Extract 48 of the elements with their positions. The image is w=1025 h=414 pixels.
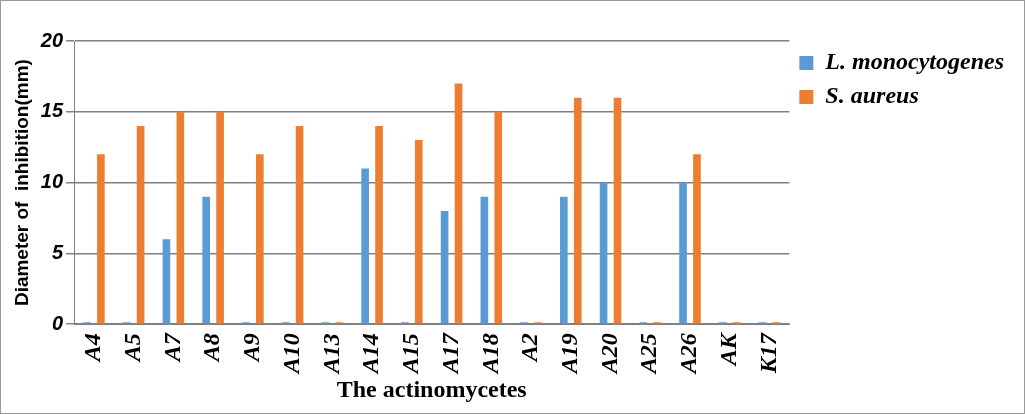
bar: [361, 168, 369, 324]
bar: [693, 154, 701, 324]
legend-label: L. monocytogenes: [824, 48, 1004, 75]
bar: [440, 210, 449, 324]
bar: [679, 182, 687, 324]
bar: [454, 83, 463, 324]
x-tick-label: A19: [555, 333, 582, 376]
bar: [216, 111, 224, 324]
x-tick-label: A7: [158, 332, 185, 364]
bar: [573, 97, 582, 324]
bar: [136, 125, 145, 324]
x-tick-label: A8: [198, 333, 225, 364]
x-tick-label: A14: [357, 333, 384, 376]
bar: [613, 97, 622, 324]
x-axis-title: The actinomycetes: [336, 375, 527, 402]
bar: [494, 111, 503, 324]
x-tick-label: AK: [714, 331, 741, 368]
y-tick-label: 20: [39, 28, 64, 51]
x-tick-label: A10: [277, 333, 304, 376]
x-tick-label: A17: [436, 332, 463, 376]
y-tick-label: 5: [51, 240, 64, 263]
y-axis-title: Diameter of inhibition(mm): [10, 59, 32, 307]
x-tick-label: A13: [317, 333, 344, 376]
x-tick-label: K17: [754, 332, 781, 375]
bar: [480, 196, 489, 324]
x-tick-label: A15: [397, 333, 424, 376]
bar: [176, 111, 185, 324]
x-tick-label: A25: [635, 333, 662, 376]
y-tick-label: 0: [51, 311, 64, 334]
bar: [599, 182, 608, 324]
bar: [295, 125, 304, 324]
x-tick-label: A9: [238, 333, 265, 364]
x-tick-label: A20: [595, 333, 622, 376]
bar: [97, 154, 105, 324]
bar: [560, 196, 568, 324]
bar: [375, 125, 383, 324]
bar: [256, 154, 264, 324]
bar: [414, 140, 423, 324]
bar: [202, 196, 211, 324]
x-tick-label: A5: [118, 333, 145, 364]
x-tick-label: A26: [675, 333, 702, 376]
bar: [162, 239, 171, 324]
x-tick-label: A2: [516, 333, 543, 364]
legend-label: S. aureus: [825, 82, 919, 109]
x-tick-label: A4: [79, 333, 106, 364]
x-tick-label: A18: [476, 333, 503, 376]
y-tick-label: 15: [40, 99, 64, 122]
y-tick-label: 10: [40, 170, 64, 193]
